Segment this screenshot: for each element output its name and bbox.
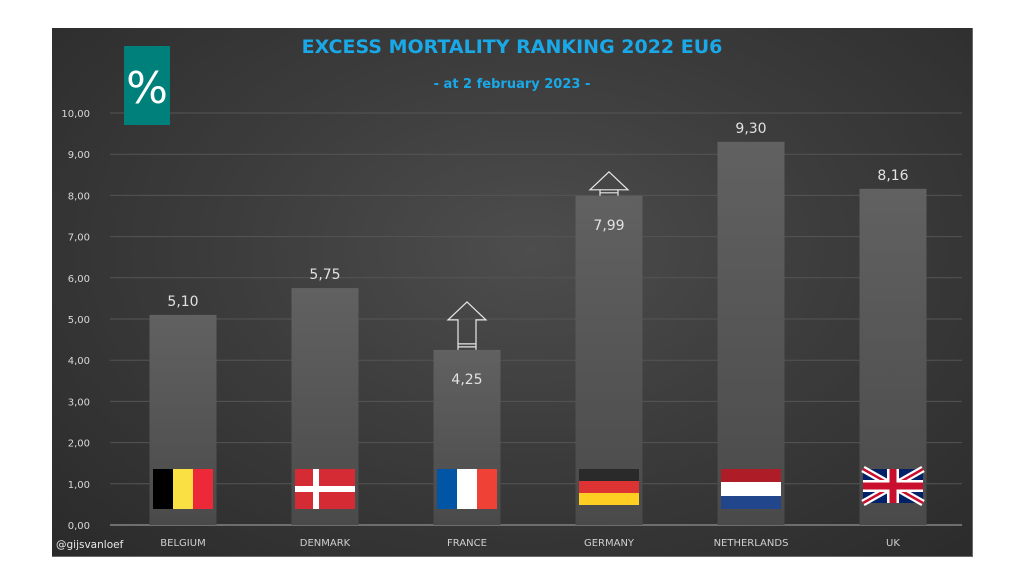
up-arrow-icon-france [446, 301, 488, 350]
y-tick-label: 1,00 [68, 480, 90, 491]
gridlines [110, 112, 962, 526]
value-label-denmark: 5,75 [309, 267, 340, 283]
germany-flag-icon [579, 469, 639, 505]
value-label-uk: 8,16 [877, 168, 908, 184]
chart-title: EXCESS MORTALITY RANKING 2022 EU6 [302, 36, 723, 58]
y-tick-label: 5,00 [68, 315, 90, 326]
bar-netherlands [717, 141, 785, 525]
value-label-netherlands: 9,30 [735, 121, 766, 137]
chart-subtitle: - at 2 february 2023 - [434, 77, 591, 92]
netherlands-flag-icon [721, 469, 781, 509]
value-label-germany: 7,99 [593, 218, 624, 234]
category-label-belgium: BELGIUM [160, 538, 205, 549]
flags [153, 465, 925, 509]
category-label-france: FRANCE [447, 538, 487, 549]
bar-chart: 0,00 1,00 2,00 3,00 4,00 5,00 6,00 7,00 8,00 9,00… [56, 36, 962, 551]
y-tick-label: 6,00 [68, 274, 90, 285]
annotations [446, 170, 630, 350]
y-tick-label: 0,00 [68, 521, 90, 532]
bar-uk [859, 188, 927, 526]
category-label-netherlands: NETHERLANDS [714, 538, 789, 549]
uk-flag-icon [861, 465, 925, 507]
category-label-denmark: DENMARK [300, 538, 351, 549]
category-labels: BELGIUM DENMARK FRANCE GERMANY NETHERLANDS UK [160, 538, 900, 549]
author-credit: @gijsvanloef [56, 539, 124, 551]
y-tick-label: 3,00 [68, 397, 90, 408]
y-tick-label: 9,00 [68, 150, 90, 161]
bars [149, 141, 927, 526]
y-tick-label: 7,00 [68, 233, 90, 244]
category-label-germany: GERMANY [584, 538, 635, 549]
y-tick-label: 2,00 [68, 439, 90, 450]
y-tick-label: 10,00 [61, 109, 90, 120]
percent-badge [124, 46, 170, 125]
chart-panel: 0,00 1,00 2,00 3,00 4,00 5,00 6,00 7,00 8,00 9,00… [52, 28, 973, 557]
france-flag-icon [437, 469, 497, 509]
category-label-uk: UK [886, 538, 900, 549]
y-tick-label: 8,00 [68, 191, 90, 202]
value-label-france: 4,25 [451, 372, 482, 388]
y-tick-label: 4,00 [68, 356, 90, 367]
y-axis-ticks: 0,00 1,00 2,00 3,00 4,00 5,00 6,00 7,00 8,00 9,00… [61, 109, 90, 532]
value-label-belgium: 5,10 [167, 294, 198, 310]
value-labels: 5,10 5,75 4,25 7,99 9,30 8,16 [167, 121, 908, 388]
belgium-flag-icon [153, 469, 213, 509]
up-arrow-icon-germany [588, 170, 630, 196]
denmark-flag-icon [295, 469, 355, 509]
percent-badge-label: % [126, 63, 168, 114]
